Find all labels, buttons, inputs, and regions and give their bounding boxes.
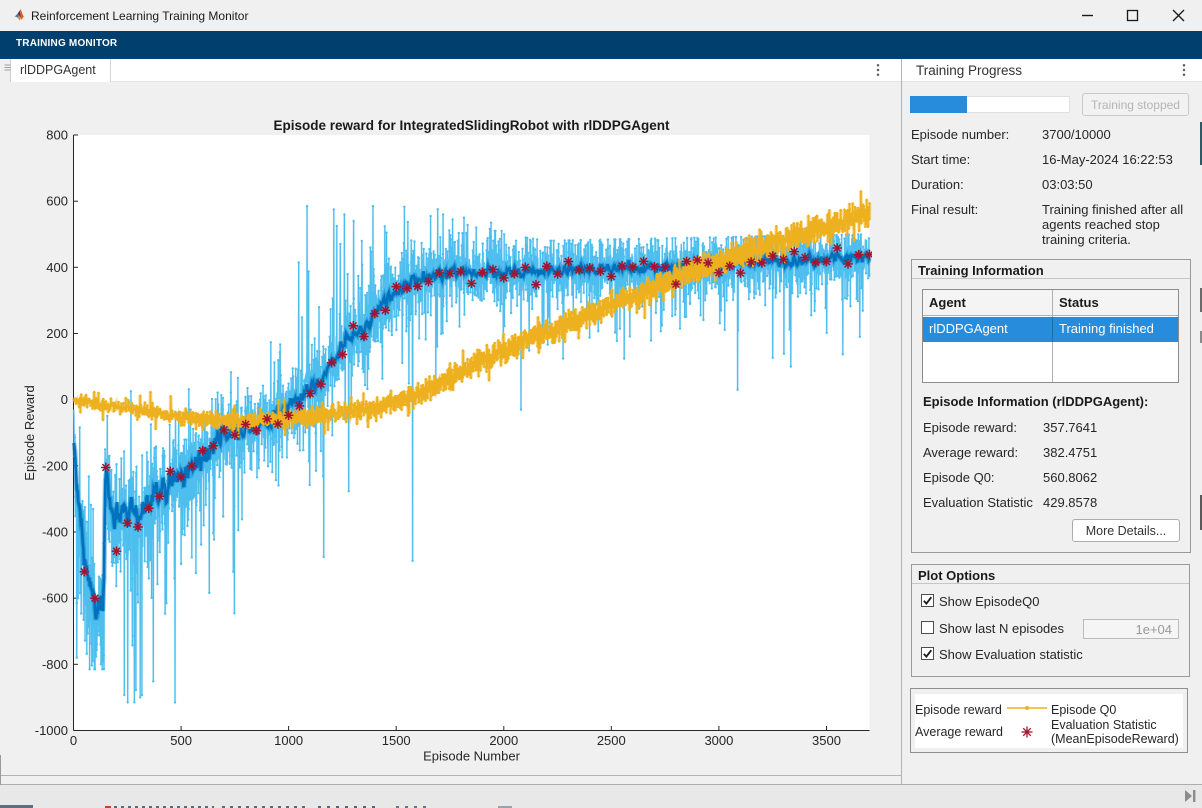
svg-text:400: 400 <box>46 260 68 275</box>
svg-text:3000: 3000 <box>704 733 733 748</box>
svg-text:-1000: -1000 <box>35 723 68 738</box>
svg-text:600: 600 <box>46 194 68 209</box>
svg-text:200: 200 <box>46 326 68 341</box>
svg-text:Episode Number: Episode Number <box>423 749 520 764</box>
svg-text:-400: -400 <box>42 525 68 540</box>
svg-text:2500: 2500 <box>597 733 626 748</box>
svg-text:-600: -600 <box>42 591 68 606</box>
svg-text:0: 0 <box>70 733 77 748</box>
svg-text:1000: 1000 <box>274 733 303 748</box>
svg-text:-800: -800 <box>42 657 68 672</box>
svg-text:500: 500 <box>170 733 192 748</box>
svg-text:800: 800 <box>46 128 68 143</box>
svg-text:3500: 3500 <box>812 733 841 748</box>
svg-text:0: 0 <box>61 392 68 407</box>
svg-text:1500: 1500 <box>382 733 411 748</box>
svg-text:Episode reward for IntegratedS: Episode reward for IntegratedSlidingRobo… <box>273 118 670 133</box>
svg-text:2000: 2000 <box>489 733 518 748</box>
svg-text:Episode Reward: Episode Reward <box>22 385 37 480</box>
svg-text:-200: -200 <box>42 458 68 473</box>
